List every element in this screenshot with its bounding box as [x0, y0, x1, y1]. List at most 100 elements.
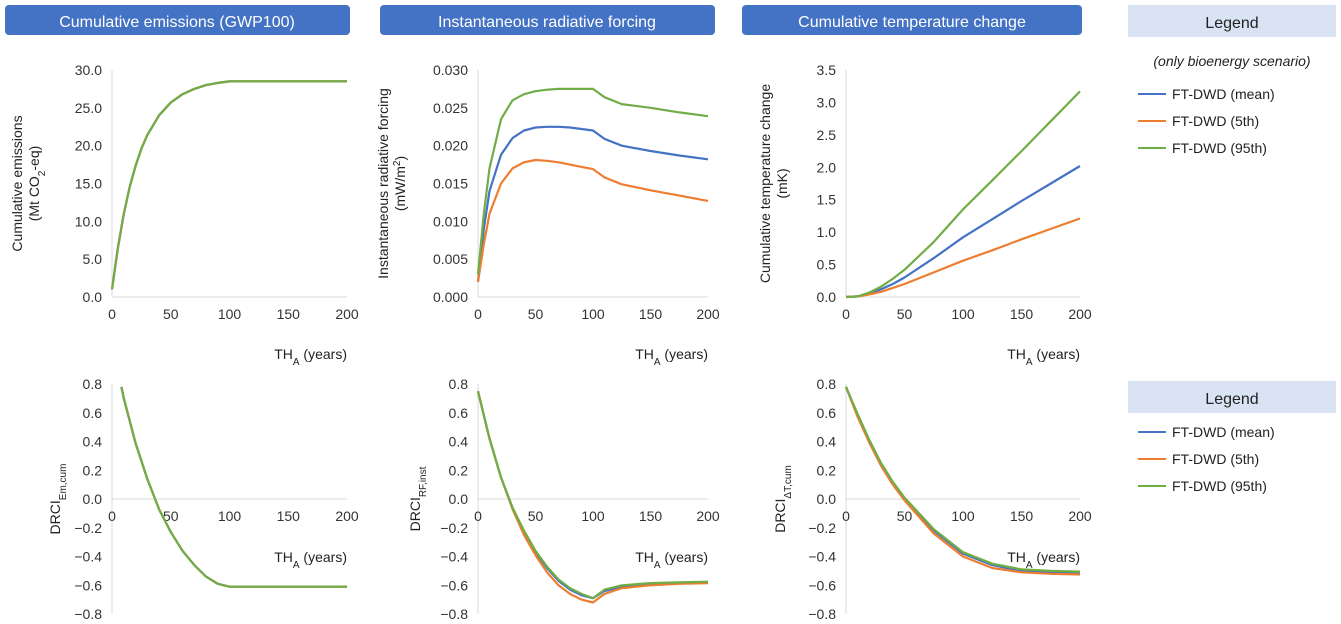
series-line-p95	[844, 386, 1081, 573]
y-tick-label: 0.5	[817, 257, 837, 273]
y-tick-label: −0.6	[808, 577, 836, 593]
x-tick-label: 150	[1010, 306, 1034, 322]
x-tick-label: 150	[639, 306, 663, 322]
y-tick-label: 0.2	[83, 462, 103, 478]
y-tick-label: 0.010	[433, 213, 468, 229]
series-line-p95	[120, 386, 347, 588]
series-line-p5	[844, 386, 1081, 576]
y-tick-label: 0.000	[433, 289, 468, 305]
y-axis-title: Instantaneous radiative forcing(mW/m2)	[375, 88, 408, 279]
legend-item-95th: FT-DWD (95th)	[1172, 478, 1267, 494]
x-tick-label: 200	[335, 508, 359, 524]
y-tick-label: 25.0	[75, 100, 102, 116]
y-tick-label: −0.4	[440, 549, 468, 565]
y-tick-label: −0.2	[440, 520, 468, 536]
axis-title: DRCIΔT,cum	[772, 465, 794, 533]
x-axis-title: THA (years)	[1007, 549, 1080, 571]
panel-title-banner-1: Cumulative emissions (GWP100)	[5, 5, 350, 35]
y-tick-label: 0.0	[817, 289, 837, 305]
x-tick-label: 100	[218, 508, 242, 524]
series-line-mean	[476, 390, 709, 600]
legend-item-mean: FT-DWD (mean)	[1172, 86, 1275, 102]
legend-item-mean: FT-DWD (mean)	[1172, 424, 1275, 440]
y-tick-label: −0.8	[74, 606, 102, 622]
y-tick-label: 0.020	[433, 138, 468, 154]
y-tick-label: 0.8	[817, 376, 837, 392]
x-tick-label: 100	[581, 508, 605, 524]
series-line-mean	[844, 386, 1081, 575]
x-tick-label: 100	[218, 306, 242, 322]
chart-instantaneous-forcing: 0.000 0.005 0.010 0.015 0.020 0.025 0.030 0 50 10…	[375, 62, 720, 368]
y-tick-label: 0.4	[817, 434, 837, 450]
legend-title-box	[1128, 5, 1336, 37]
banner-bg	[380, 5, 715, 35]
series-line-p95	[110, 80, 347, 290]
y-tick-label: 0.8	[449, 376, 469, 392]
y-tick-label: 0.0	[449, 491, 469, 507]
panel-title: Cumulative temperature change	[798, 14, 1026, 31]
y-tick-label: 1.0	[817, 224, 837, 240]
series-line-mean	[476, 125, 709, 283]
legend-note: (only bioenergy scenario)	[1153, 53, 1310, 69]
panel-title: Instantaneous radiative forcing	[438, 14, 656, 31]
x-tick-label: 0	[842, 508, 850, 524]
banner-bg	[5, 5, 350, 35]
x-axis-title: THA (years)	[635, 549, 708, 571]
panel-title: Cumulative emissions (GWP100)	[59, 14, 295, 31]
axis-title: DRCIEm,cum	[47, 464, 69, 535]
y-tick-label: 0.6	[449, 405, 469, 421]
x-tick-label: 50	[163, 306, 179, 322]
y-tick-label: 2.5	[817, 127, 837, 143]
y-tick-label: −0.6	[74, 577, 102, 593]
x-axis-title: THA (years)	[635, 346, 708, 368]
x-tick-label: 200	[335, 306, 359, 322]
x-tick-label: 150	[639, 508, 663, 524]
y-tick-label: 0.2	[817, 462, 837, 478]
series-line-p5	[476, 390, 709, 604]
y-tick-label: 0.015	[433, 176, 468, 192]
y-tick-label: 0.030	[433, 62, 468, 78]
y-tick-label: 20.0	[75, 138, 102, 154]
chart-drci-emissions: −0.8 −0.6 −0.4 −0.2 0.0 0.2 0.4 0.6 0.8 0 50 100 150…	[47, 376, 359, 622]
y-tick-label: 0.005	[433, 251, 468, 267]
legend-title-box	[1128, 381, 1336, 413]
y-tick-label: 5.0	[83, 251, 103, 267]
chart-drci-forcing: −0.8 −0.6 −0.4 −0.2 0.0 0.2 0.4 0.6 0.8 0 50 100 150…	[407, 376, 720, 622]
x-axis-title: THA (years)	[1007, 346, 1080, 368]
y-tick-label: −0.4	[808, 549, 836, 565]
y-axis-title-group: DRCIEm,cum	[47, 464, 69, 535]
y-tick-label: 30.0	[75, 62, 102, 78]
x-tick-label: 50	[163, 508, 179, 524]
x-tick-label: 0	[108, 306, 116, 322]
x-tick-label: 0	[842, 306, 850, 322]
y-tick-label: 0.4	[449, 434, 469, 450]
y-axis-title-group: DRCIRF,inst	[407, 466, 429, 531]
x-tick-label: 50	[897, 508, 913, 524]
x-tick-label: 0	[108, 508, 116, 524]
y-tick-label: 0.0	[817, 491, 837, 507]
series-line-p5	[110, 80, 347, 290]
axis-title: DRCIRF,inst	[407, 466, 429, 531]
banner-bg	[742, 5, 1082, 35]
x-tick-label: 50	[528, 508, 544, 524]
series-line-p95	[845, 90, 1081, 299]
y-tick-label: −0.8	[440, 606, 468, 622]
chart-drci-temperature: −0.8 −0.6 −0.4 −0.2 0.0 0.2 0.4 0.6 0.8 0 50 100 150…	[772, 376, 1092, 622]
series-line-p95	[476, 87, 709, 275]
x-tick-label: 150	[277, 508, 301, 524]
y-axis-title-group: DRCIΔT,cum	[772, 465, 794, 533]
x-tick-label: 50	[528, 306, 544, 322]
y-axis-title: Cumulative temperature change(mK)	[757, 84, 790, 283]
y-tick-label: 0.025	[433, 100, 468, 116]
y-tick-label: 0.8	[83, 376, 103, 392]
x-tick-label: 50	[897, 306, 913, 322]
x-tick-label: 0	[474, 306, 482, 322]
y-tick-label: 3.5	[817, 62, 837, 78]
y-tick-label: 2.0	[817, 159, 837, 175]
chart-cumulative-emissions: 0.0 5.0 10.0 15.0 20.0 25.0 30.0 0 50 100 150 200 TH…	[9, 62, 359, 368]
x-tick-label: 0	[474, 508, 482, 524]
x-tick-label: 100	[951, 306, 975, 322]
y-tick-label: 0.6	[83, 405, 103, 421]
y-tick-label: −0.2	[74, 520, 102, 536]
x-tick-label: 100	[581, 306, 605, 322]
